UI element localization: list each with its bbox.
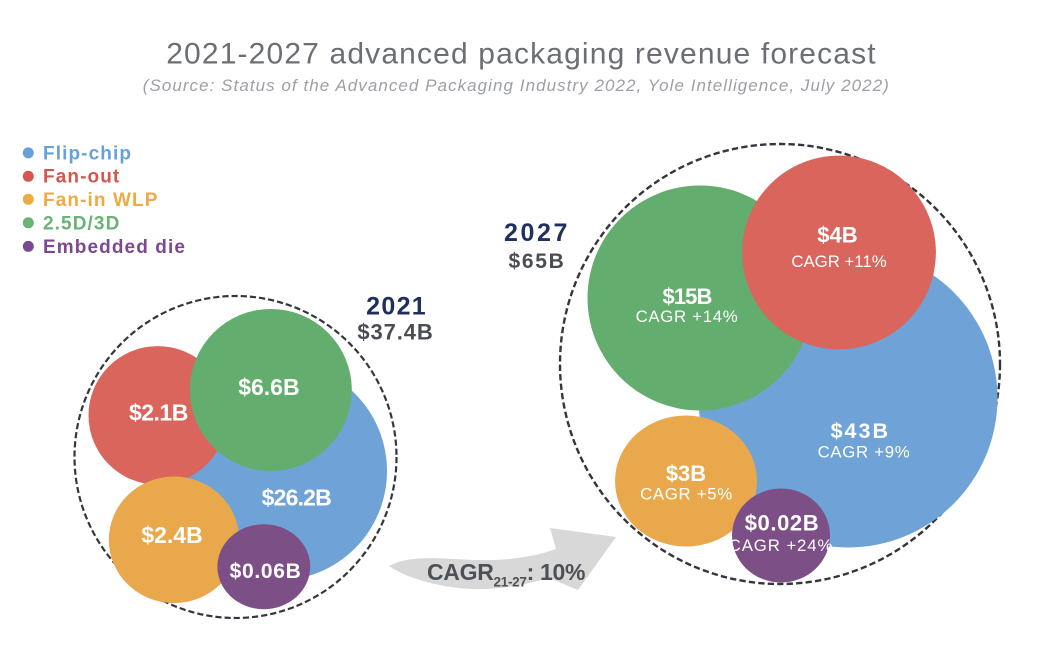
svg-text:CAGR +24%: CAGR +24%	[729, 536, 834, 555]
svg-text:$2.4B: $2.4B	[141, 522, 202, 548]
svg-text:Fan-out: Fan-out	[43, 167, 120, 188]
svg-text:2.5D/3D: 2.5D/3D	[43, 213, 120, 234]
svg-text:$15B: $15B	[663, 284, 712, 309]
svg-text:CAGR +9%: CAGR +9%	[818, 442, 911, 461]
svg-text:2027: 2027	[504, 219, 570, 247]
svg-text:CAGR +14%: CAGR +14%	[636, 307, 739, 326]
svg-text:$0.06B: $0.06B	[230, 560, 302, 583]
svg-text:2021: 2021	[366, 293, 427, 321]
svg-text:CAGR +11%: CAGR +11%	[791, 252, 886, 271]
svg-text:CAGR +5%: CAGR +5%	[640, 485, 733, 504]
svg-text:$3B: $3B	[666, 461, 706, 486]
svg-text:$26.2B: $26.2B	[262, 485, 332, 511]
svg-text:Fan-in WLP: Fan-in WLP	[43, 190, 158, 211]
svg-text:$37.4B: $37.4B	[357, 320, 433, 345]
svg-text:$4B: $4B	[817, 223, 857, 248]
svg-text:Flip-chip: Flip-chip	[43, 143, 132, 164]
svg-text:2021-2027 advanced packaging r: 2021-2027 advanced packaging revenue for…	[166, 38, 877, 71]
svg-text:$2.1B: $2.1B	[129, 400, 188, 426]
svg-text:$6.6B: $6.6B	[238, 374, 299, 400]
svg-text:Embedded die: Embedded die	[43, 237, 186, 258]
svg-text:(Source: Status of the Advance: (Source: Status of the Advanced Packagin…	[143, 76, 890, 95]
svg-text:$0.02B: $0.02B	[745, 511, 820, 536]
svg-text:$65B: $65B	[508, 250, 565, 273]
svg-text:$43B: $43B	[831, 419, 890, 443]
